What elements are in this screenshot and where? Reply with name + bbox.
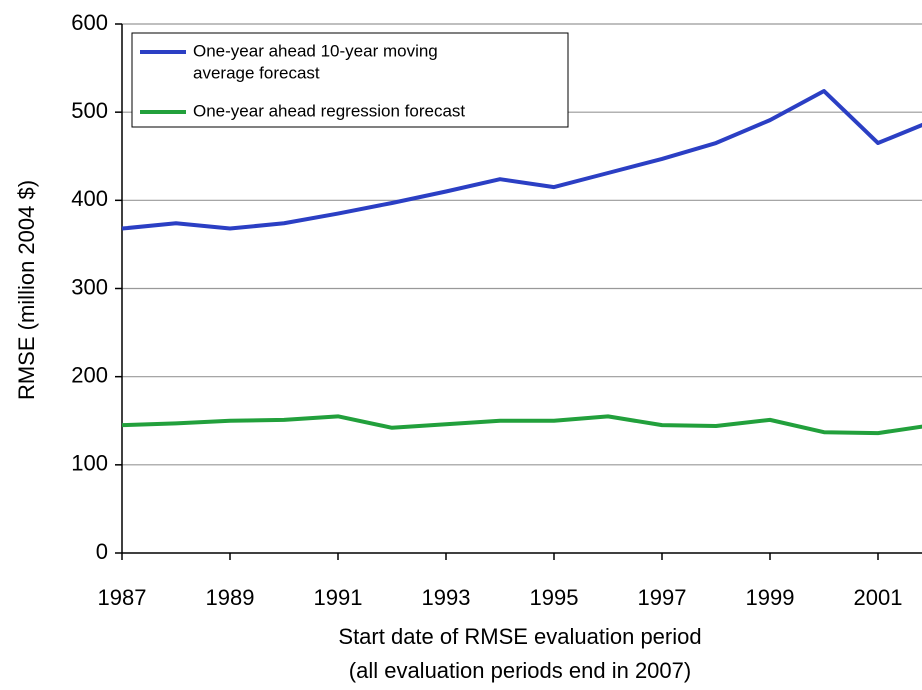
y-tick-label: 400 <box>71 186 108 211</box>
x-tick-label: 1993 <box>422 585 471 610</box>
y-tick-label: 200 <box>71 362 108 387</box>
x-axis-label: Start date of RMSE evaluation period <box>338 624 701 649</box>
x-tick-label: 1995 <box>530 585 579 610</box>
x-tick-label: 2001 <box>854 585 903 610</box>
x-tick-label: 1999 <box>746 585 795 610</box>
x-tick-label: 1997 <box>638 585 687 610</box>
series-line <box>121 89 922 231</box>
x-tick-label: 1991 <box>314 585 363 610</box>
x-tick-label: 1987 <box>98 585 147 610</box>
legend-label: average forecast <box>193 63 320 82</box>
x-tick-label: 1989 <box>206 585 255 610</box>
series-line <box>121 414 922 436</box>
legend-box <box>131 32 569 128</box>
y-tick-label: 300 <box>71 274 108 299</box>
y-axis-label: RMSE (million 2004 $) <box>14 180 39 400</box>
legend-label: One-year ahead 10-year moving <box>193 41 438 60</box>
y-tick-label: 600 <box>71 10 108 35</box>
y-tick-label: 0 <box>96 539 108 564</box>
y-tick-label: 100 <box>71 451 108 476</box>
x-axis-label: (all evaluation periods end in 2007) <box>349 658 691 683</box>
y-tick-label: 500 <box>71 98 108 123</box>
legend-label: One-year ahead regression forecast <box>193 101 465 120</box>
